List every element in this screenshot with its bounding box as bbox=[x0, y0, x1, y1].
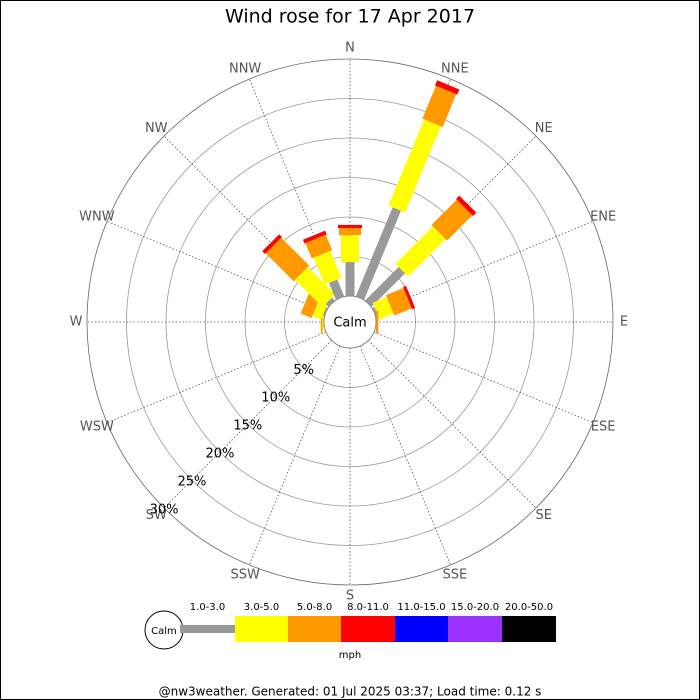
legend-label: 5.0-8.0 bbox=[297, 602, 332, 613]
legend-swatch bbox=[235, 616, 288, 642]
bar-segment bbox=[295, 267, 336, 308]
legend-swatch bbox=[502, 616, 556, 642]
spoke bbox=[373, 220, 594, 313]
bar-segment bbox=[265, 237, 310, 282]
direction-label: S bbox=[346, 589, 354, 604]
direction-label: NNE bbox=[441, 61, 469, 76]
direction-label: WNW bbox=[79, 210, 115, 225]
ring-label: 15% bbox=[233, 419, 262, 434]
legend: Calm mph 1.0-3.0 3.0-5.0 5.0-8.0 8.0-11.0 11… bbox=[144, 602, 556, 661]
direction-label: ESE bbox=[591, 419, 616, 434]
direction-label: NE bbox=[535, 121, 553, 136]
legend-label: 1.0-3.0 bbox=[190, 602, 225, 613]
bar-segment bbox=[395, 226, 446, 277]
direction-label: NNW bbox=[229, 61, 261, 76]
bar-segment bbox=[328, 279, 345, 300]
spoke bbox=[106, 331, 327, 424]
legend-unit: mph bbox=[339, 650, 361, 661]
legend-label: 15.0-20.0 bbox=[451, 602, 499, 613]
legend-swatch bbox=[180, 625, 235, 633]
direction-label: SSW bbox=[230, 568, 260, 583]
spoke bbox=[373, 331, 594, 424]
grid-ring bbox=[205, 177, 495, 467]
legend-swatch bbox=[341, 616, 395, 642]
grid-ring bbox=[244, 216, 456, 428]
bar-segment bbox=[403, 285, 416, 310]
bar-segment bbox=[339, 228, 361, 236]
bar-segment bbox=[355, 207, 401, 300]
bar-segment bbox=[455, 195, 477, 217]
direction-label: SSE bbox=[442, 568, 467, 583]
bar-segment bbox=[305, 234, 333, 259]
spoke bbox=[248, 345, 341, 566]
ring-label: 20% bbox=[205, 447, 234, 462]
direction-label: WSW bbox=[80, 419, 114, 434]
bar-segment bbox=[262, 234, 283, 255]
legend-label: 11.0-15.0 bbox=[397, 602, 445, 613]
bar-segment bbox=[431, 199, 473, 241]
grid-ring bbox=[86, 58, 614, 586]
bar-segment bbox=[385, 287, 412, 316]
bar-segment bbox=[325, 297, 335, 307]
bar-segment bbox=[322, 313, 325, 331]
legend-label: 3.0-5.0 bbox=[244, 602, 279, 613]
spoke bbox=[368, 340, 537, 509]
legend-calm-label: Calm bbox=[151, 626, 177, 637]
legend-label: 8.0-11.0 bbox=[347, 602, 389, 613]
spoke bbox=[359, 345, 452, 566]
bar-segment bbox=[422, 85, 457, 128]
ring-label: 30% bbox=[150, 502, 179, 517]
spoke bbox=[106, 220, 327, 313]
chart-title: Wind rose for 17 Apr 2017 bbox=[225, 6, 475, 28]
bar-segment bbox=[365, 266, 406, 307]
bar-segment bbox=[375, 311, 379, 333]
legend-swatch bbox=[448, 616, 502, 642]
bar-segment bbox=[345, 262, 355, 296]
bars bbox=[262, 80, 477, 333]
legend-swatch bbox=[395, 616, 448, 642]
direction-label: NW bbox=[145, 121, 168, 136]
bar-segment bbox=[341, 235, 359, 263]
direction-label: N bbox=[345, 41, 355, 56]
calm-circle bbox=[323, 295, 377, 349]
legend-label: 20.0-50.0 bbox=[505, 602, 553, 613]
direction-label: SE bbox=[536, 508, 552, 523]
bar-segment bbox=[338, 224, 362, 229]
ring-label: 5% bbox=[293, 363, 314, 378]
bar-segment bbox=[388, 119, 441, 213]
spoke bbox=[163, 340, 332, 509]
direction-label: E bbox=[620, 315, 628, 330]
bar-segment bbox=[435, 80, 460, 95]
ring-label: 25% bbox=[178, 475, 207, 490]
footer: @nw3weather. Generated: 01 Jul 2025 03:3… bbox=[159, 685, 542, 699]
legend-swatch bbox=[288, 616, 341, 642]
direction-label: ENE bbox=[590, 210, 616, 225]
bar-segment bbox=[322, 307, 328, 317]
direction-label: SW bbox=[146, 508, 167, 523]
bar-segment bbox=[313, 250, 342, 285]
bar-segment bbox=[302, 230, 327, 244]
direction-label: W bbox=[70, 315, 83, 330]
ring-label: 10% bbox=[261, 391, 290, 406]
calm-label: Calm bbox=[333, 316, 366, 331]
